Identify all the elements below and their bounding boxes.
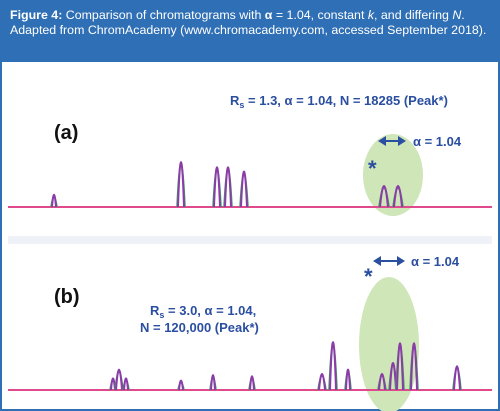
caption-text-4: . Adapted from ChromAcademy (www.chromac… [10, 8, 487, 37]
panel-a-rs-sub: s [239, 100, 244, 110]
panel-a-alpha-arrow [378, 136, 406, 146]
caption-text-1: Comparison of chromatograms with [62, 8, 265, 22]
panel-b-star: * [364, 264, 373, 289]
peak-purple-trace [410, 342, 418, 391]
panel-a-annotation-rest: = 1.3, α = 1.04, N = 18285 (Peak*) [244, 93, 448, 108]
peak-purple-trace [329, 341, 337, 391]
panel-b-rs: R [150, 303, 160, 318]
chromatogram-peak [317, 373, 327, 391]
peak-purple-trace [453, 365, 461, 391]
chromatogram-peak [176, 161, 186, 208]
chromatogram-peak [248, 375, 256, 391]
panel-separator [8, 236, 492, 244]
panel-b-annotation-line2: N = 120,000 (Peak*) [140, 320, 259, 335]
peak-purple-trace [396, 342, 404, 391]
chromatogram-plot: (a) Rs = 1.3, α = 1.04, N = 18285 (Peak*… [8, 70, 492, 411]
caption-text-3: , and differing [374, 8, 453, 22]
panel-a-arrow-left [378, 136, 386, 146]
peak-purple-trace [389, 362, 397, 391]
chromatogram-peak [377, 373, 387, 391]
panel-a: (a) Rs = 1.3, α = 1.04, N = 18285 (Peak*… [8, 70, 492, 230]
panel-b-rs-sub: s [159, 310, 164, 320]
peak-purple-trace [393, 185, 403, 208]
panel-b-label: (b) [54, 286, 80, 308]
chromatogram-peak [239, 170, 249, 208]
caption-text-2: = 1.04, constant [272, 8, 368, 22]
peak-purple-trace [123, 377, 129, 391]
panel-a-arrow-right [398, 136, 406, 146]
chromatogram-peak [114, 368, 124, 391]
chromatogram-peak [122, 377, 130, 391]
peak-purple-trace [240, 170, 248, 208]
chromatogram-peak [209, 374, 217, 391]
chromatogram-peak [177, 379, 185, 391]
chromatogram-peak [223, 166, 233, 208]
panel-b-alpha-label: α = 1.04 [411, 254, 460, 269]
panel-b-arrow-right [397, 256, 405, 266]
panel-a-highlight [363, 134, 423, 216]
peak-purple-trace [378, 373, 386, 391]
peak-purple-trace [210, 374, 216, 391]
panel-a-alpha-label: α = 1.04 [413, 134, 462, 149]
caption-alpha: α [264, 8, 273, 22]
caption-n: N [452, 8, 462, 22]
panel-b-peaks [109, 341, 462, 391]
peak-purple-trace [213, 166, 221, 208]
peak-purple-trace [249, 375, 255, 391]
peak-purple-trace [177, 161, 185, 208]
chromatogram-peak [50, 193, 58, 208]
panel-a-annotation: Rs = 1.3, α = 1.04, N = 18285 (Peak*) [230, 93, 448, 110]
panel-b-alpha-arrow [373, 256, 405, 266]
panel-a-rs: R [230, 93, 240, 108]
panel-b: (b) Rs = 3.0, α = 1.04, N = 120,000 (Pea… [8, 246, 492, 411]
chromatogram-peak [344, 368, 352, 391]
peak-purple-trace [115, 368, 123, 391]
caption-k: k [367, 8, 375, 22]
peak-purple-trace [51, 193, 57, 208]
chromatogram-peak [378, 185, 390, 208]
peak-purple-trace [379, 185, 389, 208]
peak-purple-trace [178, 379, 184, 391]
peak-purple-trace [318, 373, 326, 391]
panel-b-annotation-line1: Rs = 3.0, α = 1.04, [150, 303, 256, 320]
panel-a-star: * [368, 156, 377, 181]
chromatogram-peak [392, 185, 404, 208]
chromatogram-peak [328, 341, 338, 391]
chromatogram-peak [452, 365, 462, 391]
chromatogram-peak [212, 166, 222, 208]
panel-b-annotation-line1-rest: = 3.0, α = 1.04, [164, 303, 256, 318]
panel-a-peaks [50, 161, 404, 208]
chromatogram-peak [395, 342, 405, 391]
peak-purple-trace [345, 368, 351, 391]
panel-b-arrow-left [373, 256, 381, 266]
peak-purple-trace [224, 166, 232, 208]
chromatogram-peak [409, 342, 419, 391]
caption-figure-label: Figure 4: [10, 8, 63, 22]
figure-caption: Figure 4: Comparison of chromatograms wi… [2, 2, 498, 62]
panel-a-label: (a) [54, 122, 78, 144]
